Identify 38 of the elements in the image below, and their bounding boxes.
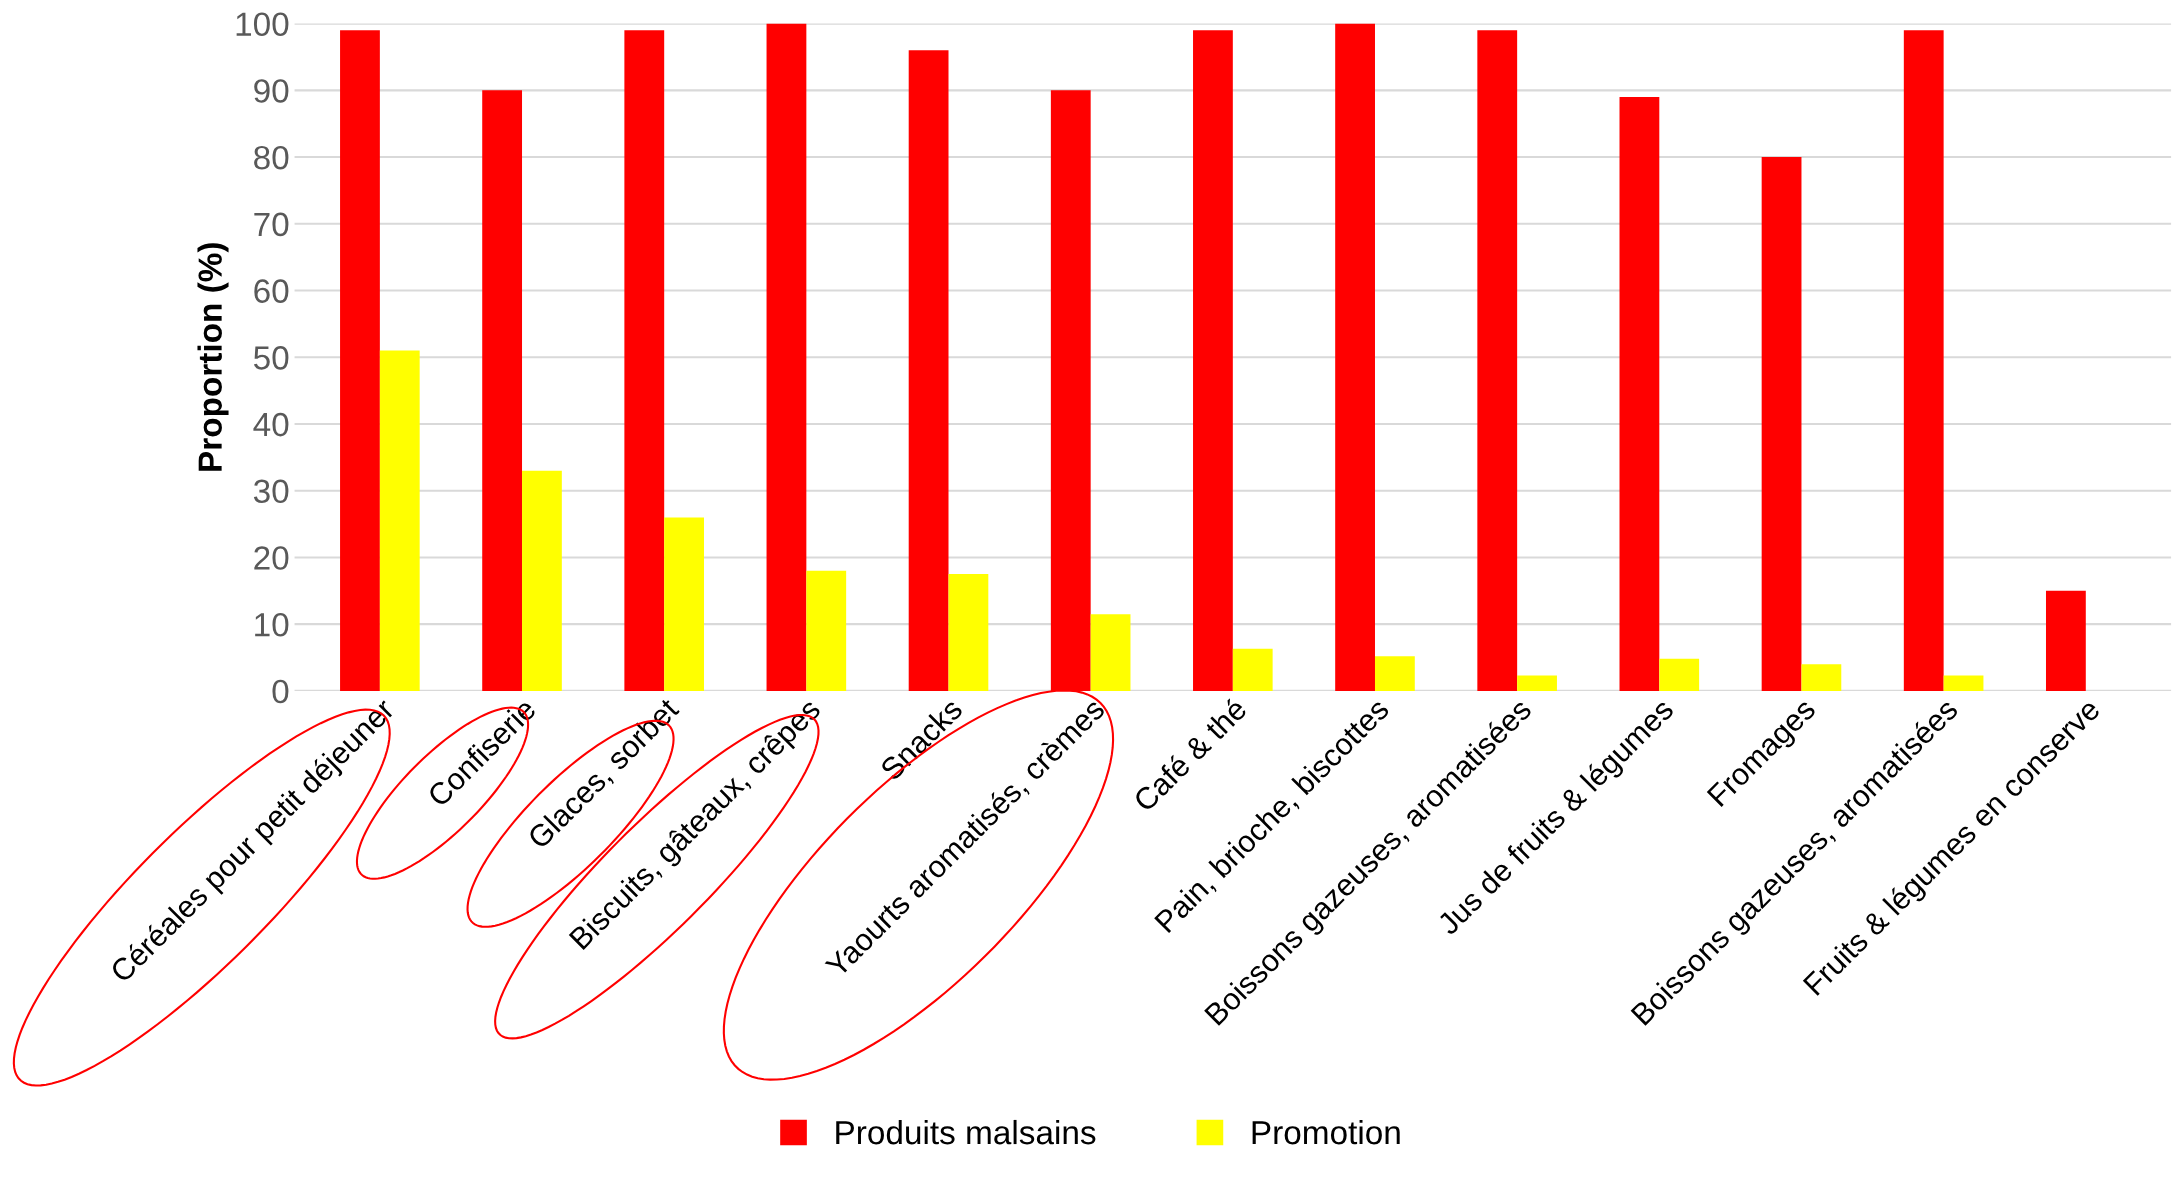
y-tick-label: 50 (253, 346, 289, 370)
y-tick-label: 60 (254, 279, 289, 303)
bar (522, 470, 562, 691)
bar (1801, 664, 1842, 691)
bar (1090, 614, 1131, 691)
bar (1335, 23, 1375, 691)
bar (1659, 658, 1700, 691)
bar (1193, 30, 1233, 691)
bar (624, 30, 665, 691)
bar (806, 570, 847, 691)
y-tick-label: 20 (254, 546, 289, 570)
y-tick-label: 30 (253, 479, 289, 504)
bar (766, 23, 807, 691)
bar (1619, 97, 1660, 691)
bar (1374, 656, 1415, 691)
bar (2045, 590, 2086, 691)
bar (1943, 675, 1984, 691)
bar (664, 517, 704, 691)
bar (1517, 675, 1557, 691)
y-tick-label: 70 (254, 212, 289, 237)
bar (1232, 648, 1273, 691)
legend-label: Promotion (1252, 1119, 1400, 1145)
y-tick-label: 90 (254, 79, 289, 103)
bar (1477, 30, 1518, 691)
y-tick-label: 0 (272, 679, 289, 704)
bar (1761, 157, 1802, 691)
y-tick-label: 10 (255, 612, 289, 637)
bar (1903, 30, 1944, 691)
bar (948, 574, 989, 691)
y-tick-label: 100 (236, 12, 289, 37)
bar (379, 350, 420, 691)
y-tick-label: 80 (254, 145, 289, 170)
bar (340, 30, 380, 691)
legend-label: Produits malsains (836, 1119, 1096, 1145)
y-tick-label: 40 (253, 412, 289, 437)
bar (482, 90, 523, 691)
y-axis-title: Proportion (%) (197, 243, 229, 471)
bar (908, 50, 949, 691)
